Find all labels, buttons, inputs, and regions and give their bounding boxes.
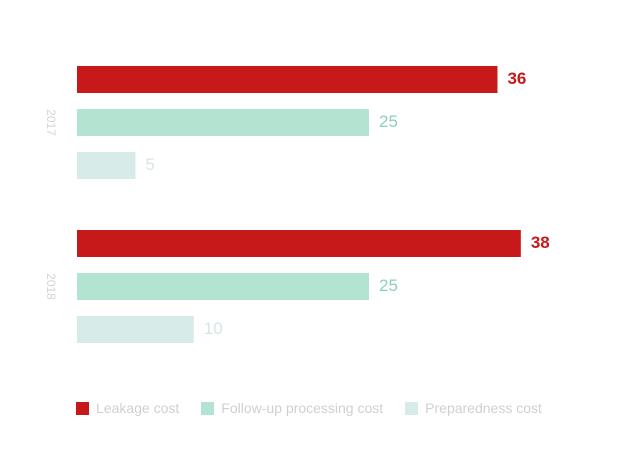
legend-item-follow-up: Follow-up processing cost bbox=[201, 400, 383, 416]
bar-2017-preparedness bbox=[77, 152, 136, 179]
value-label-2017-leakage: 36 bbox=[507, 69, 526, 88]
group-label-2017: 2017 bbox=[44, 109, 58, 136]
value-label-2017-follow-up: 25 bbox=[379, 112, 398, 131]
legend-label-preparedness: Preparedness cost bbox=[425, 400, 542, 416]
legend-label-follow-up: Follow-up processing cost bbox=[221, 400, 384, 416]
legend-item-preparedness: Preparedness cost bbox=[405, 400, 542, 416]
legend-swatch-leakage bbox=[76, 401, 89, 415]
legend-swatch-preparedness bbox=[405, 401, 419, 415]
value-label-2017-preparedness: 5 bbox=[145, 155, 154, 174]
bar-2017-leakage bbox=[77, 66, 498, 93]
legend-label-leakage: Leakage cost bbox=[96, 400, 180, 416]
bar-2017-follow-up bbox=[77, 109, 369, 136]
value-label-2018-leakage: 38 bbox=[531, 233, 550, 252]
legend: Leakage cost Follow-up processing cost P… bbox=[76, 400, 564, 416]
group-label-2018: 2018 bbox=[44, 273, 58, 300]
bar-2018-follow-up bbox=[77, 273, 369, 300]
legend-swatch-follow-up bbox=[201, 401, 215, 415]
bar-2018-preparedness bbox=[77, 316, 194, 343]
value-label-2018-follow-up: 25 bbox=[379, 276, 398, 295]
value-label-2018-preparedness: 10 bbox=[204, 319, 223, 338]
legend-item-leakage: Leakage cost bbox=[76, 400, 179, 416]
bar-2018-leakage bbox=[77, 230, 521, 257]
